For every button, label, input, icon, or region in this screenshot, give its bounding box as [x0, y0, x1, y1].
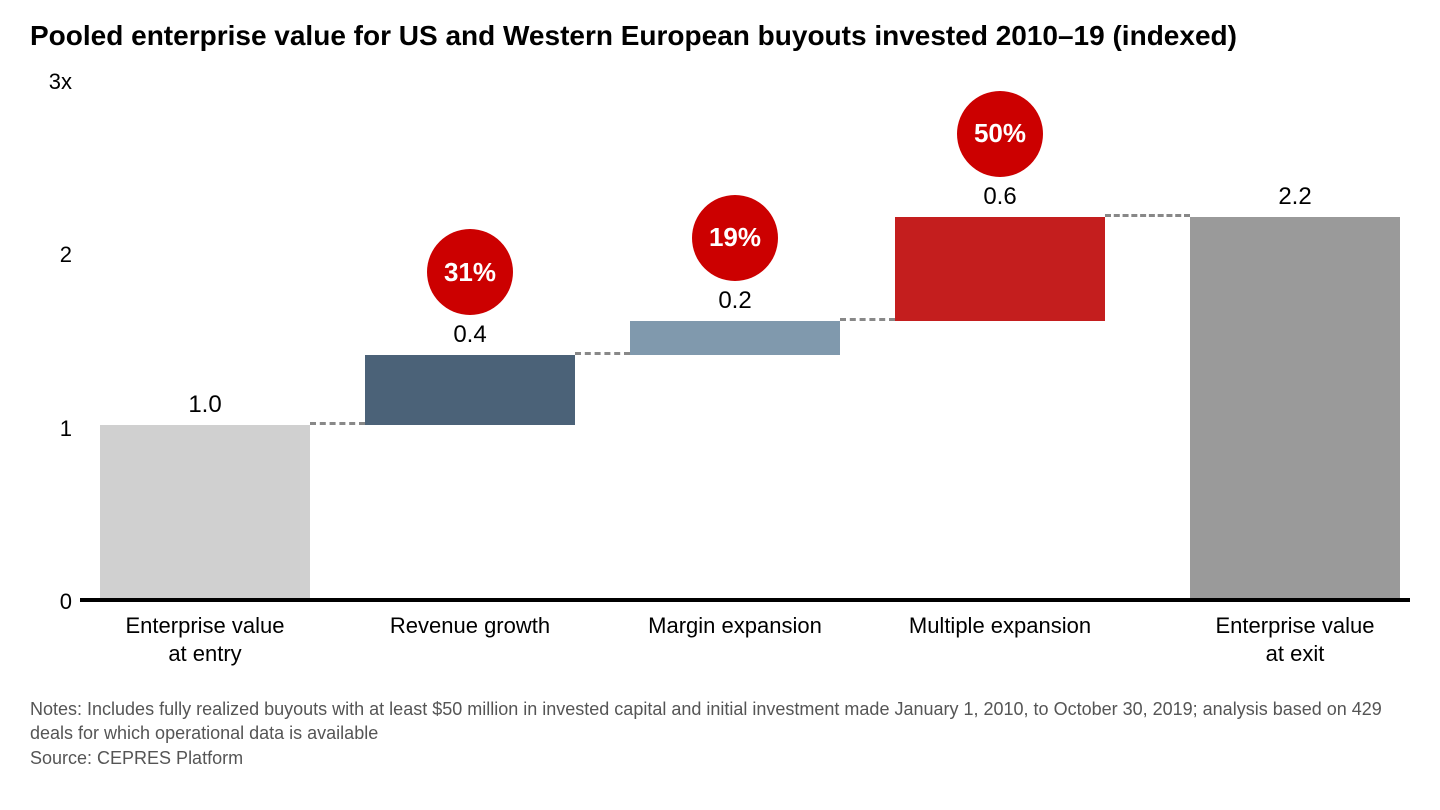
x-label-exit: Enterprise valueat exit — [1190, 612, 1400, 667]
x-label-multiple: Multiple expansion — [895, 612, 1105, 640]
x-label-entry: Enterprise valueat entry — [100, 612, 310, 667]
connector-line — [310, 422, 365, 425]
connector-line — [1105, 214, 1190, 217]
value-label-multiple: 0.6 — [895, 183, 1105, 211]
value-label-exit: 2.2 — [1190, 183, 1400, 211]
bar-revenue — [365, 355, 575, 424]
value-label-revenue: 0.4 — [365, 321, 575, 349]
percent-badge-margin: 19% — [692, 195, 778, 281]
x-label-margin: Margin expansion — [630, 612, 840, 640]
bar-margin — [630, 321, 840, 356]
percent-badge-multiple: 50% — [957, 91, 1043, 177]
percent-badge-revenue: 31% — [427, 229, 513, 315]
y-tick: 2 — [60, 242, 72, 268]
chart-title: Pooled enterprise value for US and Weste… — [30, 20, 1410, 52]
y-tick: 1 — [60, 416, 72, 442]
y-tick: 0 — [60, 589, 72, 615]
y-axis: 0123x — [30, 82, 80, 602]
footnote-source: Source: CEPRES Platform — [30, 748, 1410, 769]
chart-area: 0123x 1.00.431%0.219%0.650%2.2 Enterpris… — [30, 82, 1410, 682]
bar-multiple — [895, 217, 1105, 321]
value-label-entry: 1.0 — [100, 391, 310, 419]
connector-line — [575, 352, 630, 355]
connector-line — [840, 318, 895, 321]
value-label-margin: 0.2 — [630, 287, 840, 315]
x-label-revenue: Revenue growth — [365, 612, 575, 640]
y-tick: 3x — [49, 69, 72, 95]
bar-entry — [100, 425, 310, 598]
footnote-notes: Notes: Includes fully realized buyouts w… — [30, 697, 1410, 746]
plot-area: 1.0 0.4 31% 0.2 19% 0.6 50% 2.2 — [80, 82, 1410, 602]
bar-exit — [1190, 217, 1400, 598]
